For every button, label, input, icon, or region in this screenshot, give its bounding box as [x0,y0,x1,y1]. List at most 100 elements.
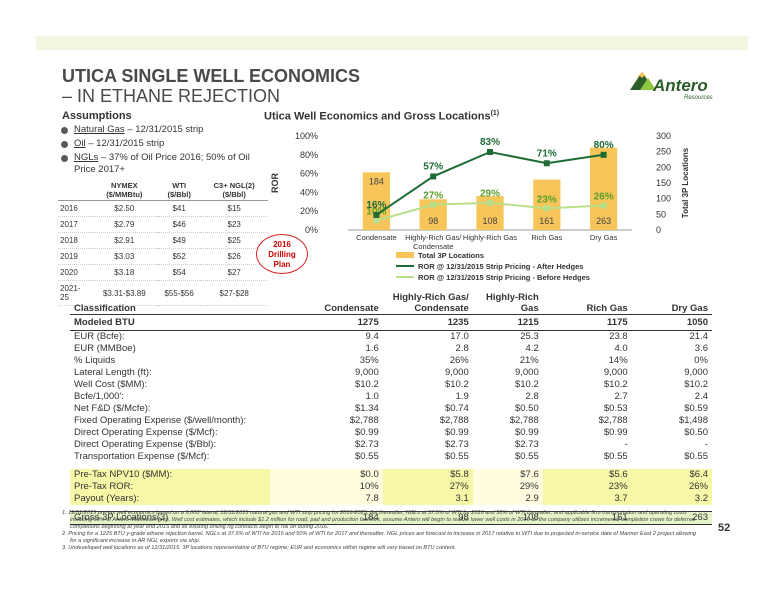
price-row: 2017 $2.79 $46 $23 [58,216,268,233]
price-row: 2018 $2.91 $49 $25 [58,232,268,249]
economics-table-body: Modeled BTU 1275 1235 1215 1175 1050 EUR (Bcfe… [70,314,712,525]
table-cell: 9,000 [514,367,539,378]
table-cell: 23.8 [609,331,628,342]
price-col-header [58,180,91,201]
table-cell: $2.73 [354,439,379,450]
footnote: 1. 12/31/2015 pre-tax well economics bas… [62,510,696,530]
price-cell: $54 [157,264,201,281]
price-cell: $2.50 [90,200,158,217]
ror-before-hedges-point [430,201,437,208]
table-cell: 2.8 [525,391,539,402]
table-row: Net F&D ($/Mcfe): $1.34 $0.74 $0.50 $0.53 $0.… [70,403,712,415]
table-cell: 35% [359,355,379,366]
col-highly-rich-gas: Highly-Rich Gas [472,292,543,315]
table-cell: Fixed Operating Expense ($/well/month): [74,415,247,426]
price-cell: $3.03 [90,248,158,265]
page-title: UTICA SINGLE WELL ECONOMICS [62,66,361,86]
table-cell: $0.99 [444,427,469,438]
bar-data-label: 184 [369,176,384,186]
price-table-header: NYMEX ($/MMBtu) WTI ($/Bbl) C3+ NGL(2) (… [58,180,268,201]
well-economics-chart: 0% 20% 40% 60% 80% 100% 0 50 100 150 200 250 300 ROR T… [270,131,690,282]
table-cell: $2.73 [514,439,539,450]
x-tick-label: Dry Gas [590,233,618,242]
price-col-header: C3+ NGL(2) ($/Bbl) [200,180,268,201]
table-row: Lateral Length (ft): 9,000 9,000 9,000 9,000… [70,367,712,379]
highlight-row: Pre-Tax NPV10 ($MM): $0.0 $5.8 $7.6 $5.6 $6.4 [70,469,712,481]
col-rich-gas: Rich Gas [542,292,632,315]
table-cell: $0.74 [444,403,469,414]
price-cell: $27 [200,264,268,281]
table-cell: 9,000 [444,367,469,378]
price-cell: 2018 [58,232,91,249]
logo-subtitle: Resources [684,95,713,101]
table-cell: 3.6 [694,343,708,354]
assumption-item: Oil – 12/31/2015 strip [60,138,260,150]
table-cell: Pre-Tax ROR: [70,481,270,493]
table-cell: $10.2 [514,379,539,390]
ror-before-hedges-data-label: 23% [537,194,557,205]
y2-axis-title: Total 3P Locations [681,147,690,218]
ror-after-hedges-point [487,148,493,155]
gross-locations-row: Gross 3P Locations(3) 184 98 108 161 263 [70,511,712,525]
table-cell: 1.9 [455,391,469,402]
y2-tick-label: 50 [656,209,666,219]
assumption-label: NGLs [74,152,99,163]
table-cell: 98 [382,511,473,525]
legend-swatch-bars [396,252,414,258]
legend-label: Total 3P Locations [418,251,484,260]
price-cell: $23 [200,216,268,233]
table-cell: Transportation Expense ($/Mcf): [74,451,210,462]
assumptions-list: Natural Gas – 12/31/2015 strip Oil – 12/… [60,124,260,178]
assumptions-title: Assumptions [62,110,132,122]
x-tick-label-part: Condensate [413,242,453,251]
table-cell: 161 [542,511,632,525]
economics-table: Classification Condensate Highly-Rich Ga… [70,292,712,525]
ror-before-hedges-data-label: 29% [480,189,500,200]
highlight-row: Payout (Years): 7.8 3.1 2.9 3.7 3.2 [70,493,712,505]
price-cell: $25 [200,232,268,249]
table-cell: 17.0 [450,331,469,342]
y2-tick-label: 250 [656,147,671,157]
table-cell: $5.8 [382,469,473,481]
table-row: Fixed Operating Expense ($/well/month): $… [70,415,712,427]
assumption-label: Natural Gas [74,124,125,135]
ror-after-hedges-point [430,173,437,180]
y2-tick-label: 100 [656,194,671,204]
table-cell: 2.8 [455,343,469,354]
price-row: 2019 $3.03 $52 $26 [58,248,268,265]
table-cell: $2,788 [509,415,539,426]
table-cell: - [704,439,708,450]
drilling-plan-callout: 2016 Drilling Plan [256,234,308,274]
bar-total-3p-locations [589,147,618,230]
price-cell: 2019 [58,248,91,265]
table-cell: 21.4 [689,331,709,342]
price-cell: $41 [157,200,201,217]
ror-after-hedges-point [543,160,550,167]
table-cell: 7.8 [270,493,383,505]
table-cell: Lateral Length (ft): [74,367,152,378]
table-cell: 2.9 [472,493,543,505]
table-cell: 1050 [631,314,712,331]
price-cell: $49 [157,232,201,249]
table-cell: 0% [694,355,708,366]
price-cell: $2.91 [90,232,158,249]
table-cell: $0.55 [603,451,628,462]
ror-before-hedges-point [543,205,550,212]
price-cell: $26 [200,248,268,265]
table-cell: $10.2 [603,379,628,390]
price-col-header: WTI ($/Bbl) [157,180,201,201]
table-cell: $2,788 [439,415,469,426]
price-deck-table: NYMEX ($/MMBtu) WTI ($/Bbl) C3+ NGL(2) (… [58,180,268,306]
y2-tick-label: 200 [656,162,671,172]
y-axis-title: ROR [270,173,280,194]
table-cell: Payout (Years): [70,493,270,505]
footnotes: 1. 12/31/2015 pre-tax well economics bas… [62,510,702,552]
table-row: EUR (Bcfe): 9.4 17.0 25.3 23.8 21.4 [70,331,712,344]
table-cell: $6.4 [631,469,712,481]
table-cell: $0.0 [270,469,383,481]
table-row: % Liquids 35% 26% 21% 14% 0% [70,355,712,367]
table-cell: 14% [608,355,628,366]
table-cell: $2.73 [444,439,469,450]
table-cell: $0.59 [684,403,708,414]
table-row: Well Cost ($MM): $10.2 $10.2 $10.2 $10.2 $10.… [70,379,712,391]
